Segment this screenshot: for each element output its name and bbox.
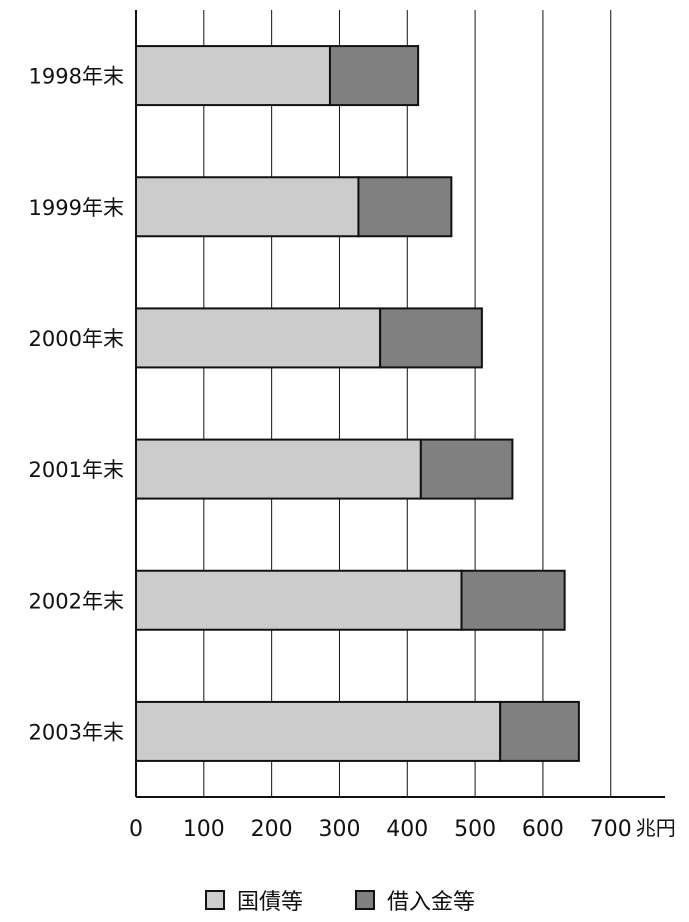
bar-segment-bonds-2002年末 — [135, 569, 463, 631]
x-tick-labels: 0 100 200 300 400 500 600 700 — [129, 817, 632, 842]
bar-segment-borrowings-2001年末 — [419, 438, 514, 500]
category-label: 2000年末 — [29, 327, 124, 351]
stacked-bar-chart: 1998年末 1999年末 2000年末 2001年末 2002年末 2003年末 0 10… — [29, 10, 676, 842]
x-tick-label: 200 — [251, 817, 293, 842]
bar-segment-borrowings-2000年末 — [379, 307, 483, 369]
legend-item-borrowings: 借入金等 — [355, 880, 475, 920]
category-label: 2003年末 — [29, 720, 124, 744]
x-tick-label: 700 — [590, 817, 632, 842]
x-tick-label: 400 — [386, 817, 428, 842]
x-tick-label: 0 — [129, 817, 143, 842]
legend-item-government-bonds: 国債等 — [205, 880, 303, 920]
category-label: 2002年末 — [29, 589, 124, 613]
bar-segment-borrowings-1999年末 — [357, 176, 453, 238]
category-label: 2001年末 — [29, 458, 124, 482]
legend-swatch-borrowings — [355, 890, 375, 910]
category-label: 1999年末 — [29, 196, 124, 220]
bar-segment-bonds-2000年末 — [135, 307, 382, 369]
x-tick-label: 100 — [183, 817, 225, 842]
legend-label-borrowings: 借入金等 — [387, 890, 476, 915]
bar-segment-borrowings-2002年末 — [460, 569, 566, 631]
bar-segment-bonds-1998年末 — [135, 45, 331, 107]
category-label: 1998年末 — [29, 65, 124, 89]
bar-segment-bonds-2003年末 — [135, 700, 502, 762]
bar-segment-bonds-2001年末 — [135, 438, 422, 500]
x-tick-label: 600 — [522, 817, 564, 842]
bar-segment-borrowings-1998年末 — [328, 45, 420, 107]
x-tick-label: 300 — [318, 817, 360, 842]
bar-segment-bonds-1999年末 — [135, 176, 360, 238]
category-labels: 1998年末 1999年末 2000年末 2001年末 2002年末 2003年末 — [29, 65, 124, 745]
bar-segment-borrowings-2003年末 — [499, 700, 580, 762]
legend-label-government-bonds: 国債等 — [237, 890, 304, 915]
gridlines — [203, 10, 612, 797]
x-axis-unit: 兆円 — [636, 816, 676, 840]
bars — [135, 45, 580, 762]
x-tick-label: 500 — [454, 817, 496, 842]
legend: 国債等 借入金等 — [0, 880, 689, 920]
legend-swatch-government-bonds — [205, 890, 225, 910]
